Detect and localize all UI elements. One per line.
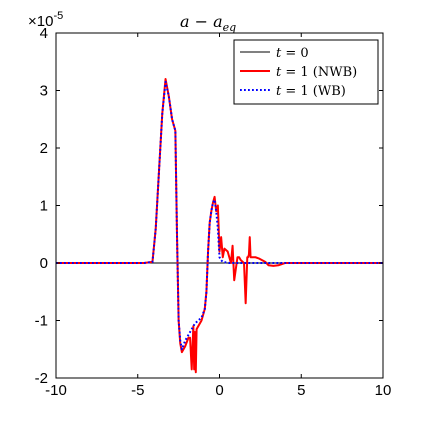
series-line-1 xyxy=(56,78,383,374)
y-tick-label: 2 xyxy=(40,140,48,157)
x-tick-label: 10 xyxy=(375,382,392,399)
x-tick-label: -10 xyxy=(45,382,67,399)
y-multiplier: ×10-5 xyxy=(28,10,63,30)
chart-title: a − aeq xyxy=(180,12,236,34)
x-tick-label: 5 xyxy=(297,382,305,399)
y-tick-label: 3 xyxy=(40,83,48,100)
x-tick-label: -5 xyxy=(131,382,144,399)
x-tick-label: 0 xyxy=(215,382,223,399)
legend: t = 0 t = 1 (NWB) t = 1 (WB) xyxy=(233,39,379,105)
y-tick-label: 0 xyxy=(40,255,48,272)
y-tick-label: 4 xyxy=(40,25,48,42)
y-tick-label: -1 xyxy=(35,313,48,330)
legend-label-1: t = 1 (NWB) xyxy=(276,65,357,80)
y-tick-label: 1 xyxy=(40,198,48,215)
legend-label-2: t = 1 (WB) xyxy=(276,84,346,99)
y-tick-label: -2 xyxy=(35,370,48,387)
plot-area xyxy=(56,78,383,374)
legend-label-0: t = 0 xyxy=(276,46,309,61)
